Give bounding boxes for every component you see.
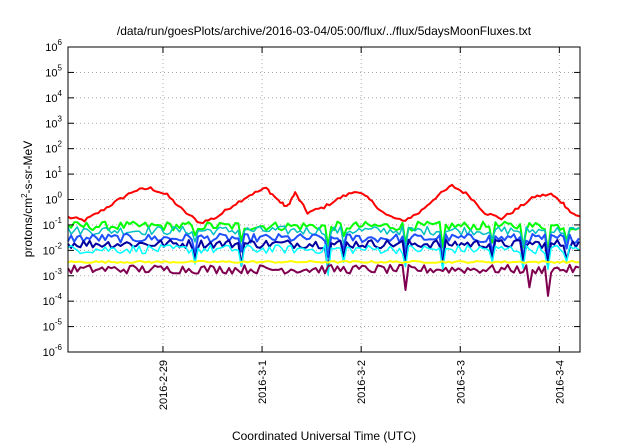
y-tick-base: 10 (43, 245, 55, 257)
y-tick-base: 10 (45, 144, 57, 156)
series-line-3 (67, 225, 580, 259)
y-tick-exponent: 3 (58, 114, 63, 123)
y-tick-base: 10 (43, 220, 55, 232)
y-axis-label-base: protons/cm (21, 198, 35, 257)
y-tick-base: 10 (45, 118, 57, 130)
y-tick-base: 10 (43, 322, 55, 334)
y-tick-label: 104 (45, 89, 62, 105)
y-axis-label-rest: -s-sr-MeV (21, 141, 35, 194)
y-tick-exponent: -2 (55, 241, 63, 250)
x-axis-label: Coordinated Universal Time (UTC) (232, 429, 416, 443)
y-tick-label: 101 (45, 165, 62, 181)
chart-title: /data/run/goesPlots/archive/2016-03-04/0… (117, 24, 532, 38)
y-tick-exponent: -6 (55, 343, 63, 352)
y-tick-label: 10-4 (43, 292, 63, 308)
y-tick-base: 10 (45, 169, 57, 181)
y-tick-exponent: 1 (58, 165, 63, 174)
y-tick-base: 10 (43, 347, 55, 359)
y-tick-label: 105 (45, 63, 62, 79)
y-tick-label: 10-5 (43, 318, 63, 334)
y-tick-exponent: 2 (58, 140, 63, 149)
y-tick-base: 10 (45, 93, 57, 105)
tick-layer: 10-610-510-410-310-210-11001011021031041… (43, 38, 580, 410)
y-tick-exponent: 0 (58, 191, 63, 200)
series-line-7 (67, 260, 580, 264)
x-tick-label: 2016-2-29 (158, 360, 170, 410)
y-tick-base: 10 (43, 271, 55, 283)
y-axis-label-sup: 2 (20, 193, 29, 198)
series-line-1 (67, 183, 581, 225)
x-tick-label: 2016-3-3 (455, 360, 467, 404)
y-tick-base: 10 (45, 42, 57, 54)
y-tick-exponent: -4 (55, 292, 63, 301)
y-tick-exponent: -5 (55, 318, 63, 327)
y-tick-base: 10 (43, 296, 55, 308)
y-tick-base: 10 (45, 67, 57, 79)
y-tick-label: 10-2 (43, 241, 63, 257)
y-tick-label: 100 (45, 191, 62, 207)
y-tick-label: 10-1 (43, 216, 63, 232)
y-tick-exponent: 5 (58, 63, 63, 72)
y-tick-label: 10-6 (43, 343, 63, 359)
series-line-5 (67, 238, 580, 272)
y-tick-label: 10-3 (43, 267, 63, 283)
y-tick-exponent: -3 (55, 267, 63, 276)
x-tick-label: 2016-3-2 (356, 360, 368, 404)
y-tick-label: 106 (45, 38, 62, 54)
x-tick-label: 2016-3-1 (257, 360, 269, 404)
y-tick-label: 102 (45, 140, 62, 156)
series-line-6 (67, 244, 580, 276)
x-tick-label: 2016-3-4 (554, 360, 566, 404)
y-tick-exponent: 4 (58, 89, 63, 98)
y-tick-exponent: -1 (55, 216, 63, 225)
grid-layer (68, 47, 580, 352)
series-layer (67, 183, 581, 297)
y-tick-exponent: 6 (58, 38, 63, 47)
y-tick-base: 10 (45, 195, 57, 207)
y-tick-label: 103 (45, 114, 62, 130)
y-axis-label: protons/cm2-s-sr-MeV (20, 141, 35, 257)
series-line-8 (67, 263, 580, 297)
